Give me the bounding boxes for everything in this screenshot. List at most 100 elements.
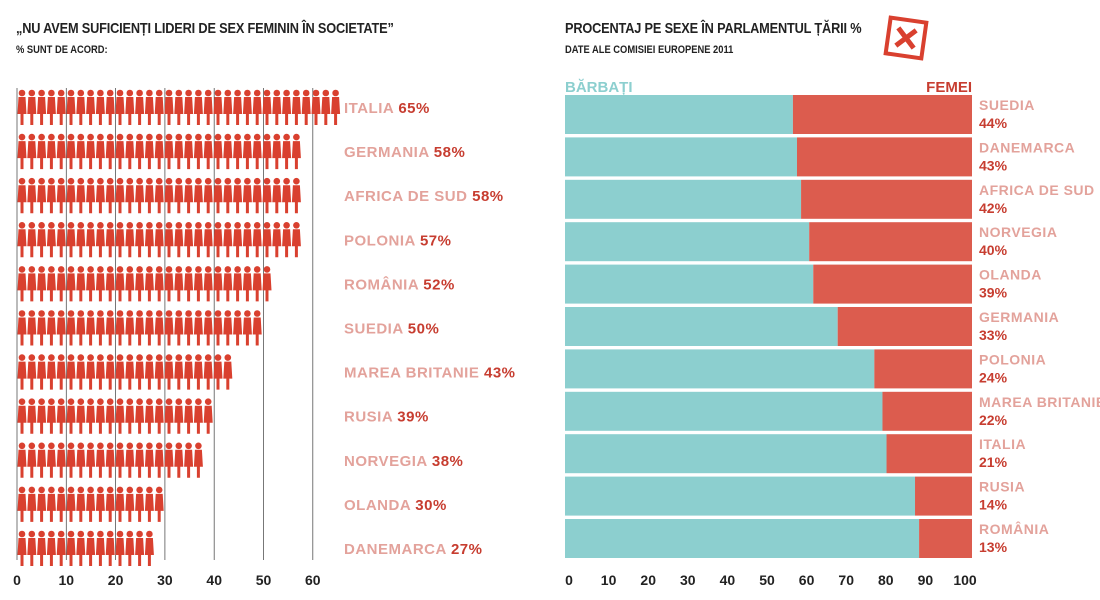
tick-label: 60 bbox=[305, 572, 321, 588]
woman-silhouette-icon bbox=[95, 177, 105, 214]
figure-head bbox=[253, 133, 261, 141]
figure-head bbox=[165, 177, 173, 185]
figure-head bbox=[38, 486, 45, 494]
figure-head bbox=[155, 222, 163, 229]
value-label: 14% bbox=[979, 497, 1008, 513]
woman-silhouette-icon bbox=[184, 222, 194, 258]
figure-head bbox=[136, 266, 143, 273]
woman-silhouette-icon bbox=[164, 354, 174, 390]
tick-label: 100 bbox=[953, 572, 977, 588]
figure-body bbox=[184, 273, 194, 302]
tick-label: 30 bbox=[680, 572, 696, 588]
figure-head bbox=[195, 354, 202, 361]
figure-body bbox=[233, 185, 243, 214]
left-chart-subtitle: % SUNT DE ACORD: bbox=[16, 44, 108, 56]
figure-body bbox=[154, 229, 164, 258]
woman-silhouette-icon bbox=[46, 222, 56, 258]
figure-body bbox=[105, 97, 115, 125]
figure-body bbox=[86, 317, 96, 346]
figure-body bbox=[46, 538, 56, 566]
figure-body bbox=[193, 317, 203, 346]
figure-body bbox=[86, 449, 96, 478]
figure-head bbox=[106, 177, 114, 185]
woman-silhouette-icon bbox=[184, 133, 194, 170]
figure-row bbox=[17, 398, 213, 434]
country-label: NORVEGIA bbox=[979, 224, 1057, 240]
figure-head bbox=[87, 354, 94, 361]
woman-silhouette-icon bbox=[223, 310, 233, 346]
figure-body bbox=[105, 141, 115, 170]
woman-silhouette-icon bbox=[203, 398, 213, 434]
woman-silhouette-icon bbox=[17, 222, 27, 258]
woman-silhouette-icon bbox=[66, 530, 76, 566]
woman-silhouette-icon bbox=[223, 133, 233, 170]
country-label: RUSIA 39% bbox=[344, 409, 429, 426]
figure-body bbox=[56, 317, 66, 346]
figure-body bbox=[95, 141, 105, 170]
woman-silhouette-icon bbox=[252, 177, 262, 214]
woman-silhouette-icon bbox=[223, 354, 233, 390]
woman-silhouette-icon bbox=[125, 133, 135, 170]
country-label: ROMÂNIA bbox=[979, 520, 1049, 537]
woman-silhouette-icon bbox=[56, 89, 66, 125]
figure-body bbox=[233, 229, 243, 258]
bar-women bbox=[801, 179, 972, 219]
tick-label: 0 bbox=[13, 572, 21, 588]
country-label: GERMANIA 58% bbox=[344, 144, 465, 161]
figure-head bbox=[106, 310, 114, 317]
figure-body bbox=[17, 361, 27, 390]
figure-body bbox=[282, 97, 292, 125]
figure-body bbox=[135, 229, 145, 258]
figure-head bbox=[263, 89, 271, 97]
figure-body bbox=[144, 97, 154, 125]
woman-silhouette-icon bbox=[37, 530, 47, 566]
value-label: 24% bbox=[979, 369, 1008, 385]
country-label: AFRICA DE SUD bbox=[979, 182, 1095, 198]
figure-head bbox=[57, 177, 65, 185]
figure-head bbox=[28, 133, 36, 141]
figure-body bbox=[272, 229, 282, 258]
figure-body bbox=[105, 405, 115, 434]
figure-head bbox=[57, 266, 65, 273]
bar-men bbox=[565, 179, 802, 219]
figure-body bbox=[135, 493, 145, 522]
woman-silhouette-icon bbox=[223, 89, 233, 125]
woman-silhouette-icon bbox=[46, 89, 56, 125]
woman-silhouette-icon bbox=[291, 177, 301, 214]
woman-silhouette-icon bbox=[37, 222, 47, 258]
figure-body bbox=[76, 493, 86, 522]
woman-silhouette-icon bbox=[193, 398, 203, 434]
figure-body bbox=[66, 493, 76, 522]
figure-body bbox=[86, 229, 96, 258]
figure-head bbox=[77, 442, 85, 450]
woman-silhouette-icon bbox=[46, 310, 56, 346]
woman-silhouette-icon bbox=[272, 177, 282, 214]
figure-head bbox=[165, 133, 173, 141]
figure-body bbox=[135, 538, 145, 566]
figure-head bbox=[48, 354, 55, 361]
figure-body bbox=[37, 361, 47, 390]
figure-head bbox=[155, 133, 163, 141]
woman-silhouette-icon bbox=[233, 133, 243, 170]
bar-women bbox=[882, 391, 972, 431]
value-label: 42% bbox=[979, 200, 1008, 216]
figure-head bbox=[67, 89, 75, 97]
woman-silhouette-icon bbox=[86, 133, 96, 170]
figure-head bbox=[253, 177, 261, 185]
woman-silhouette-icon bbox=[242, 310, 252, 346]
bar-men bbox=[565, 264, 814, 304]
woman-silhouette-icon bbox=[193, 89, 203, 125]
figure-body bbox=[66, 361, 76, 390]
woman-silhouette-icon bbox=[164, 89, 174, 125]
figure-head bbox=[146, 354, 153, 361]
figure-head bbox=[224, 89, 232, 97]
figure-head bbox=[204, 177, 212, 185]
figure-head bbox=[244, 177, 251, 185]
figure-row bbox=[17, 486, 164, 522]
right-chart: BĂRBAȚI FEMEI SUEDIA 44% DANEMARCA 43% AFRICA … bbox=[565, 79, 1100, 588]
figure-head bbox=[263, 133, 271, 141]
figure-body bbox=[95, 273, 105, 302]
figure-head bbox=[146, 222, 153, 229]
woman-silhouette-icon bbox=[66, 177, 76, 214]
figure-head bbox=[155, 177, 163, 185]
